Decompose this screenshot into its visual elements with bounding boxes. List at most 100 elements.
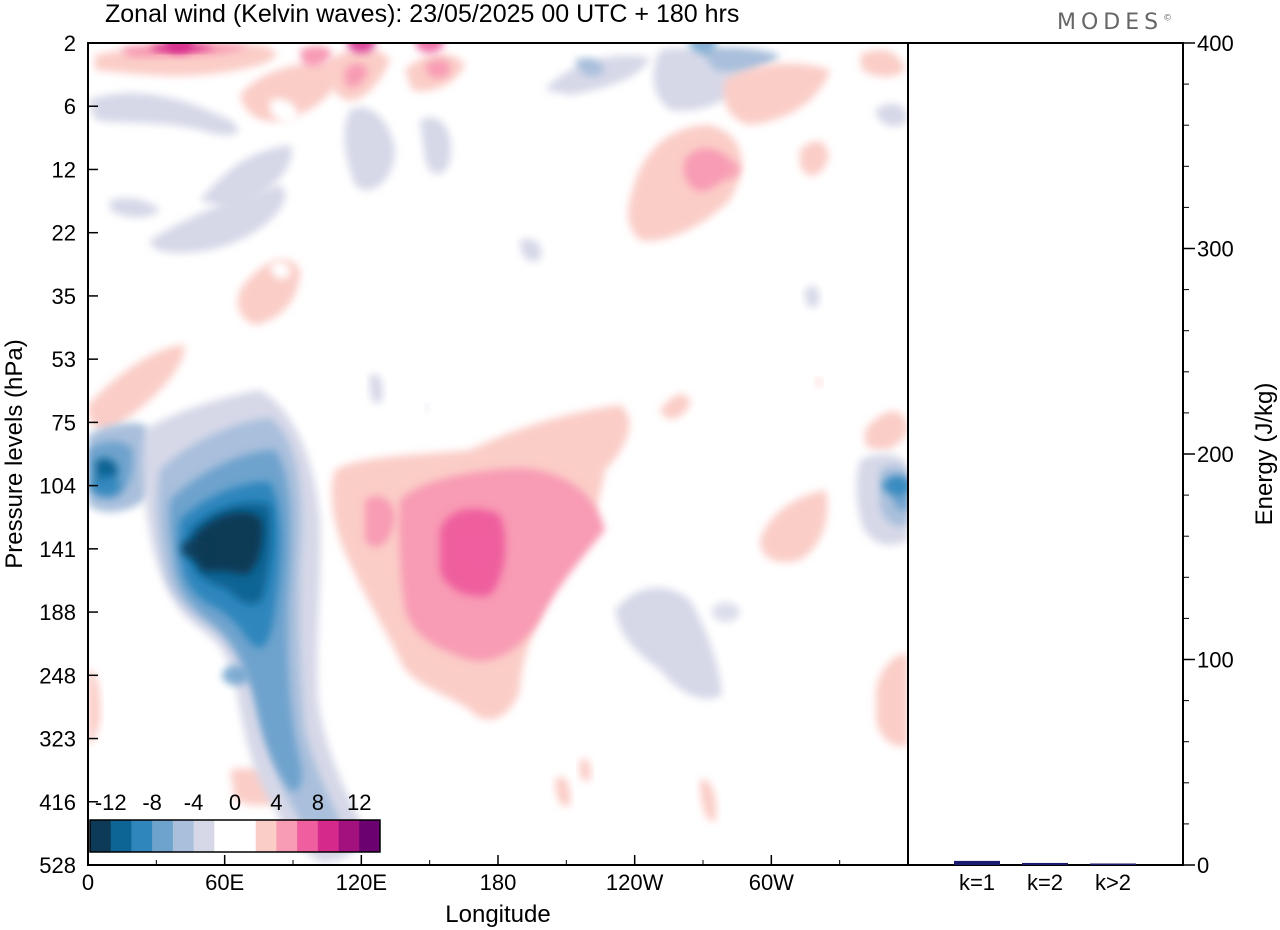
colorbar-swatch: [297, 820, 319, 852]
contour-region-54: [615, 587, 722, 699]
colorbar-swatch: [214, 820, 236, 852]
y-tick-label: 323: [39, 727, 76, 752]
colorbar-label: -8: [142, 790, 162, 815]
contour-region-33: [760, 490, 828, 563]
colorbar-swatch: [338, 820, 360, 852]
contour-region-6: [700, 47, 780, 72]
y-tick-label: 12: [52, 157, 76, 182]
contour-region-21: [860, 50, 905, 77]
contour-region-26: [237, 259, 300, 325]
y-tick-label: 188: [39, 600, 76, 625]
field-feature-5: [689, 43, 717, 53]
contour-region-27: [270, 261, 291, 279]
x-tick-label: 60W: [749, 870, 794, 895]
contour-region-5: [575, 58, 605, 76]
energy-bar-k=2: [1022, 862, 1068, 865]
colorbar-label: -4: [184, 790, 204, 815]
energy-bar-k>2: [1090, 863, 1136, 865]
colorbar-swatch: [172, 820, 195, 852]
energy-category-label: k>2: [1095, 870, 1131, 895]
x-tick-label: 60E: [205, 870, 244, 895]
field-feature-10: [711, 602, 740, 623]
colorbar-swatch: [317, 820, 340, 852]
brand-logo: MODES©: [1057, 10, 1172, 35]
field-feature-3: [461, 538, 490, 559]
energy-tick-label: 200: [1197, 442, 1234, 467]
field-feature-8: [347, 43, 376, 53]
contour-region-3: [545, 55, 650, 95]
x-axis: 0 60E 120E 180 120W 60W Longitude: [82, 855, 909, 928]
y-tick-label: 2: [64, 31, 76, 56]
y-axis-label: Pressure levels (hPa): [1, 339, 28, 568]
contour-region-20: [300, 45, 332, 67]
contour-region-61: [425, 403, 430, 412]
contour-region-0: [88, 92, 239, 136]
field-feature-0: [181, 538, 210, 559]
colorbar-label: 8: [312, 790, 324, 815]
colorbar-swatch: [255, 820, 277, 852]
y-tick-label: 35: [52, 284, 76, 309]
contour-region-13: [240, 61, 341, 122]
energy-tick-label: 100: [1197, 648, 1234, 673]
y-tick-label: 6: [64, 94, 76, 119]
x-axis-label: Longitude: [445, 901, 550, 928]
contour-region-32: [815, 378, 822, 388]
energy-bar-k=1: [954, 860, 1000, 865]
contour-region-25: [800, 141, 829, 176]
contour-region-17: [425, 59, 451, 79]
y-tick-label: 248: [39, 663, 76, 688]
y-tick-label: 22: [52, 221, 76, 246]
contour-region-22: [723, 63, 830, 125]
contour-region-60: [520, 238, 542, 262]
energy-panel: 0 100 200 300 400 Energy (J/kg) k=1 k=2 k>2: [954, 31, 1278, 895]
colorbar-swatch: [90, 820, 112, 852]
contour-region-43: [365, 496, 395, 548]
y-axis: 2 6 12 22 35 53 75 104 141 188 248 323 416 528 Pressur…: [1, 31, 98, 878]
contour-region-39: [579, 758, 591, 782]
contour-region-24: [683, 148, 728, 191]
contour-region-34: [865, 411, 908, 450]
y-tick-label: 53: [52, 347, 76, 372]
energy-tick-label: 0: [1197, 853, 1209, 878]
x-tick-label: 180: [480, 870, 517, 895]
colorbar-label: 12: [347, 790, 371, 815]
colorbar-swatch: [359, 820, 381, 852]
colorbar-legend: -12 -8 -4 0 4 8 12: [89, 790, 381, 853]
contour-region-35: [876, 654, 908, 747]
field-feature-9: [415, 43, 444, 53]
colorbar-swatch: [152, 820, 174, 852]
colorbar-swatch: [193, 820, 215, 852]
contour-region-15: [345, 63, 368, 88]
energy-category-label: k=2: [1027, 870, 1063, 895]
y-tick-label: 528: [39, 853, 76, 878]
energy-tick-label: 300: [1197, 237, 1234, 262]
energy-tick-label: 400: [1197, 31, 1234, 56]
y-tick-label: 416: [39, 790, 76, 815]
colorbar-label: 4: [270, 790, 282, 815]
colorbar-swatch: [110, 820, 132, 852]
contour-region-10: [420, 117, 451, 175]
contour-region-38: [555, 776, 571, 807]
energy-axis-label: Energy (J/kg): [1251, 383, 1278, 526]
contour-region-36: [88, 669, 101, 745]
y-tick-label: 104: [39, 474, 76, 499]
chart-title: Zonal wind (Kelvin waves): 23/05/2025 00…: [105, 0, 740, 28]
colorbar-label: 0: [229, 790, 241, 815]
x-tick-label: 120E: [336, 870, 387, 895]
contour-region-23: [628, 125, 742, 241]
contour-region-9: [344, 107, 395, 191]
field-feature-1: [92, 475, 121, 496]
field-feature-4: [711, 159, 740, 180]
colorbar-label: -12: [95, 790, 127, 815]
field-feature-7: [165, 43, 194, 53]
contour-region-1: [150, 185, 286, 253]
contour-region-40: [700, 779, 717, 822]
x-tick-label: 0: [82, 870, 94, 895]
colorbar-swatch: [235, 820, 257, 852]
contour-region-7: [875, 103, 908, 127]
colorbar-outline: [89, 819, 381, 853]
brand-name: MODES: [1057, 10, 1164, 35]
field-feature-2: [222, 665, 251, 686]
